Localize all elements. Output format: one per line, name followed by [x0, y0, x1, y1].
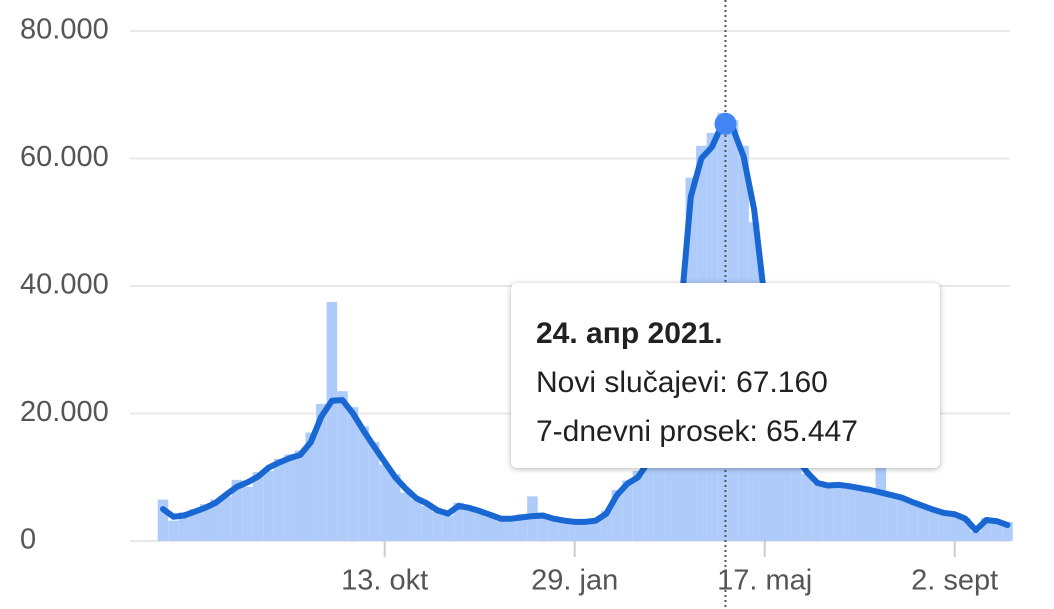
- bar: [769, 400, 781, 541]
- y-tick-label: 0: [20, 524, 36, 556]
- bar: [273, 458, 285, 541]
- bar: [189, 509, 200, 541]
- bar: [358, 426, 369, 541]
- bar: [558, 521, 570, 541]
- bar: [590, 519, 602, 541]
- bar: [938, 511, 950, 541]
- bar: [875, 467, 887, 541]
- bar: [347, 407, 359, 541]
- bar: [421, 505, 433, 541]
- bar: [991, 521, 1003, 541]
- bar: [622, 480, 633, 541]
- hover-dot: [714, 112, 737, 135]
- bar: [337, 391, 348, 541]
- bar: [326, 301, 338, 541]
- bar: [210, 499, 222, 541]
- bar: [284, 454, 295, 541]
- bar: [453, 502, 464, 541]
- bar: [886, 493, 897, 541]
- bar: [780, 439, 792, 541]
- bar: [1002, 521, 1013, 541]
- bar: [632, 470, 644, 541]
- bar: [949, 512, 960, 541]
- bar: [537, 518, 549, 541]
- bar: [442, 515, 454, 541]
- bar: [516, 514, 528, 541]
- bar: [548, 519, 559, 541]
- bar: [432, 511, 443, 541]
- bar: [506, 516, 517, 541]
- bar: [896, 499, 908, 541]
- bar: [970, 531, 982, 541]
- bar: [221, 496, 232, 541]
- bar: [400, 492, 412, 541]
- bar: [569, 523, 580, 541]
- y-tick-label: 20.000: [20, 396, 109, 428]
- bar: [379, 464, 390, 541]
- y-tick-label: 40.000: [20, 269, 109, 301]
- bar: [959, 518, 971, 541]
- bar: [907, 502, 918, 541]
- bar: [305, 432, 317, 541]
- bar: [252, 472, 264, 541]
- bar: [822, 486, 834, 541]
- tooltip-line: Novi slučajevi: 67.160: [536, 366, 828, 399]
- tooltip: 24. апр 2021. Novi slučajevi: 67.160 7-d…: [511, 283, 940, 468]
- average-line: [160, 120, 1011, 534]
- bar: [981, 518, 992, 541]
- bar: [178, 512, 190, 541]
- bar: [791, 461, 802, 541]
- bar: [242, 486, 253, 541]
- bar: [579, 522, 591, 541]
- bar: [833, 482, 844, 541]
- bar: [168, 520, 179, 541]
- x-tick-label: 13. okt: [341, 565, 428, 597]
- bar: [917, 506, 929, 541]
- bar: [854, 490, 865, 541]
- bar: [316, 403, 327, 541]
- bar: [611, 490, 623, 541]
- bar: [294, 450, 306, 541]
- bar: [643, 454, 654, 541]
- bar: [864, 488, 876, 541]
- bar: [601, 510, 612, 541]
- bar: [389, 474, 401, 541]
- bar: [653, 426, 665, 541]
- bar: [263, 470, 274, 541]
- bar: [463, 509, 475, 541]
- bar: [199, 504, 211, 541]
- bar: [812, 483, 823, 541]
- tooltip-date: 24. апр 2021.: [536, 317, 723, 350]
- bar: [928, 510, 939, 541]
- bar: [411, 499, 422, 541]
- bar: [231, 479, 243, 541]
- x-tick-label: 17. maj: [717, 565, 812, 597]
- bar: [843, 488, 855, 541]
- y-tick-label: 80.000: [20, 14, 109, 46]
- y-tick-label: 60.000: [20, 141, 109, 173]
- bar: [157, 499, 169, 541]
- bar: [368, 442, 380, 541]
- bar: [484, 516, 496, 541]
- bar: [474, 512, 485, 541]
- x-tick-label: 2. sept: [911, 565, 998, 597]
- bar: [495, 520, 507, 541]
- tooltip-line: 7-dnevni prosek: 65.447: [536, 415, 858, 448]
- x-tick-label: 29. jan: [531, 565, 618, 597]
- bar: [801, 474, 813, 541]
